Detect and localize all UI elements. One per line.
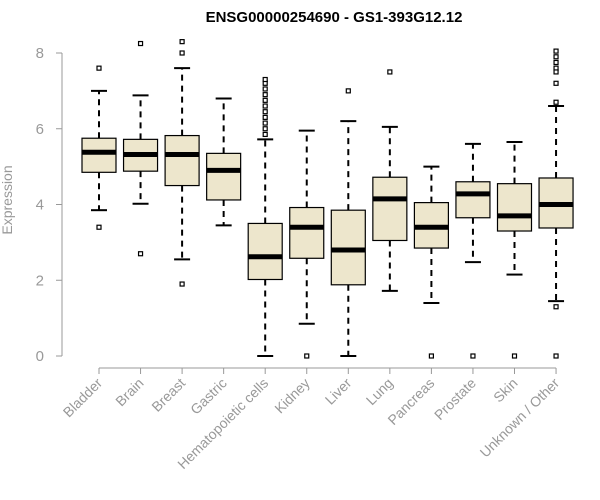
iqr-box (372, 176, 408, 242)
box-kidney (289, 129, 325, 359)
iqr-box (496, 183, 533, 232)
x-tick-label: Breast (148, 375, 188, 415)
outlier-point (137, 40, 144, 47)
outlier-point (262, 86, 268, 92)
y-tick-label: 6 (36, 121, 44, 138)
outlier-point (511, 353, 518, 359)
outlier-point (553, 304, 559, 310)
outlier-point (553, 80, 559, 86)
iqr-box (289, 206, 325, 259)
box-bladder (81, 65, 117, 230)
outlier-point (345, 88, 351, 94)
outlier-point (262, 76, 268, 83)
box-hematopoietic-cells (247, 76, 283, 357)
outlier-point (262, 109, 268, 115)
iqr-box (247, 222, 283, 281)
x-tick-label: Bladder (60, 375, 106, 421)
x-tick-label: Kidney (271, 375, 313, 417)
box-gastric (206, 97, 242, 227)
x-tick-label: Prostate (431, 375, 479, 423)
box-prostate (455, 142, 491, 359)
outlier-point (553, 99, 559, 105)
outlier-point (553, 59, 559, 66)
outlier-point (137, 251, 144, 257)
box-unknown-other (538, 48, 574, 359)
box-skin (496, 141, 533, 359)
y-tick-label: 4 (36, 197, 44, 214)
iqr-box (164, 134, 200, 187)
outlier-point (96, 224, 102, 230)
outlier-point (387, 69, 393, 75)
chart-title: ENSG00000254690 - GS1-393G12.12 (206, 9, 463, 26)
outlier-point (179, 281, 185, 287)
y-tick-label: 0 (36, 348, 44, 365)
box-pancreas (413, 165, 449, 359)
outlier-point (262, 120, 268, 126)
outlier-point (553, 48, 559, 54)
outlier-point (262, 92, 268, 98)
outlier-point (428, 353, 434, 359)
y-axis-label: Expression (0, 165, 15, 234)
outlier-point (304, 353, 310, 359)
outlier-point (262, 131, 268, 138)
outlier-point (262, 103, 268, 109)
outlier-point (553, 353, 559, 359)
box-breast (164, 39, 200, 287)
x-tick-label: Brain (112, 375, 146, 409)
outlier-point (262, 126, 268, 132)
outlier-point (553, 69, 559, 75)
iqr-box (81, 137, 117, 173)
outlier-point (470, 353, 476, 359)
outlier-point (553, 54, 559, 60)
box-brain (122, 40, 159, 257)
y-axis: 0 2 4 6 8 (36, 45, 63, 365)
x-tick-label: Lung (363, 375, 396, 408)
outlier-point (96, 65, 102, 71)
x-tick-label: Liver (322, 375, 355, 408)
y-tick-label: 8 (36, 45, 44, 62)
outlier-point (179, 50, 185, 56)
outlier-point (262, 114, 268, 120)
iqr-box (455, 181, 491, 219)
boxes-group (81, 39, 574, 359)
box-lung (372, 69, 408, 292)
x-tick-label: Unknown / Other (477, 375, 563, 461)
outlier-point (262, 97, 268, 103)
box-liver (330, 88, 366, 357)
y-tick-label: 2 (36, 272, 44, 289)
x-tick-label: Skin (490, 375, 521, 406)
outlier-point (179, 39, 185, 45)
iqr-box (206, 152, 242, 201)
